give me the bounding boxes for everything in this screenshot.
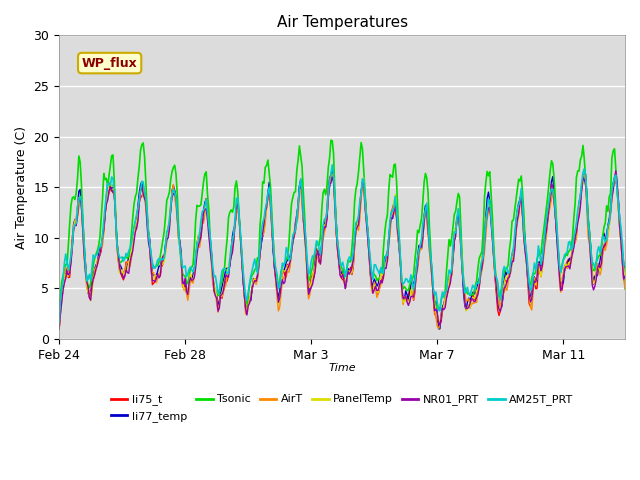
Legend: li75_t, li77_temp, Tsonic, AirT, PanelTemp, NR01_PRT, AM25T_PRT: li75_t, li77_temp, Tsonic, AirT, PanelTe…: [106, 390, 578, 426]
Y-axis label: Air Temperature (C): Air Temperature (C): [15, 126, 28, 249]
X-axis label: Time: Time: [328, 363, 356, 373]
Title: Air Temperatures: Air Temperatures: [276, 15, 408, 30]
Text: WP_flux: WP_flux: [82, 57, 138, 70]
